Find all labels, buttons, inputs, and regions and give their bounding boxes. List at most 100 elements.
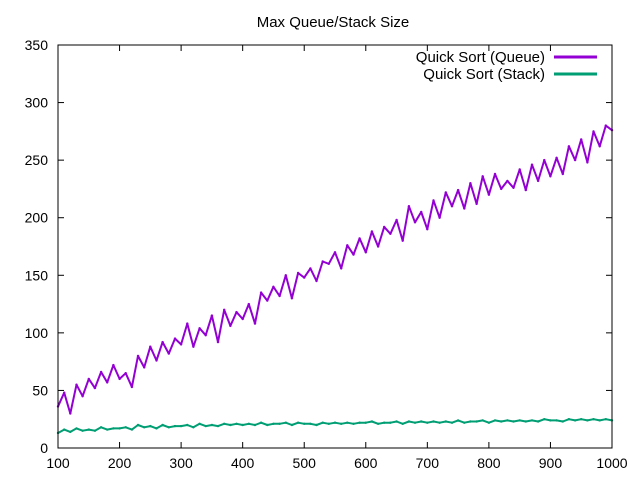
data-point [567, 418, 571, 421]
data-point [598, 419, 601, 422]
y-tick-label: 300 [25, 95, 49, 111]
data-point [179, 343, 183, 346]
data-point [500, 187, 503, 191]
data-point [204, 334, 207, 337]
data-point [87, 428, 91, 431]
data-point [192, 345, 195, 348]
data-point [549, 175, 552, 178]
data-point [364, 251, 367, 254]
data-point [444, 191, 447, 194]
data-point [346, 244, 349, 247]
data-point [395, 420, 398, 423]
data-point [93, 386, 97, 390]
data-point [598, 145, 601, 148]
data-point [555, 419, 558, 422]
data-point [278, 422, 281, 425]
data-point [426, 421, 429, 424]
data-point [112, 363, 115, 367]
data-point [383, 225, 386, 229]
data-point [296, 421, 300, 424]
data-point [456, 419, 460, 422]
series-line-queue [57, 124, 613, 415]
data-point [481, 419, 484, 422]
data-point [130, 385, 134, 389]
data-point [229, 423, 232, 427]
data-point [376, 422, 380, 425]
data-point [167, 426, 170, 429]
data-point [266, 299, 269, 302]
data-point [543, 158, 546, 162]
data-point [407, 420, 411, 423]
data-point [216, 424, 220, 428]
x-tick-label: 900 [539, 455, 563, 471]
data-point [149, 424, 152, 428]
data-point [364, 421, 367, 424]
data-point [536, 179, 540, 183]
data-point [524, 420, 527, 423]
data-point [395, 218, 398, 222]
data-point [432, 199, 435, 202]
legend-label: Quick Sort (Queue) [416, 49, 545, 66]
data-point [198, 327, 201, 330]
data-point [81, 429, 84, 432]
data-point [223, 308, 226, 311]
data-point [241, 423, 244, 427]
data-point [75, 427, 78, 430]
data-point [555, 156, 558, 159]
data-point [192, 426, 195, 429]
data-point [315, 279, 318, 283]
data-point [456, 188, 460, 192]
data-point [259, 421, 263, 424]
data-point [284, 274, 287, 277]
data-point [118, 427, 121, 430]
data-point [530, 419, 534, 422]
data-point [321, 260, 324, 263]
data-point [204, 424, 207, 428]
data-point [512, 186, 515, 189]
data-point [432, 420, 435, 423]
x-tick-label: 700 [416, 455, 440, 471]
data-point [327, 422, 330, 425]
y-tick-label: 50 [32, 382, 48, 398]
data-point [346, 421, 349, 424]
data-point [106, 381, 109, 384]
data-point [358, 421, 361, 424]
data-point [530, 163, 534, 166]
data-point [161, 340, 164, 344]
data-point [198, 422, 201, 425]
data-point [229, 324, 232, 328]
x-tick-label: 800 [477, 455, 501, 471]
x-tick-label: 200 [108, 455, 132, 471]
data-point [592, 130, 595, 133]
x-tick-label: 500 [293, 455, 317, 471]
y-tick-label: 200 [25, 210, 49, 226]
plot-frame [57, 44, 613, 449]
data-point [358, 237, 361, 240]
data-point [173, 337, 177, 340]
data-point [303, 422, 306, 425]
data-point [69, 430, 72, 434]
data-point [487, 421, 491, 424]
y-tick-label: 100 [25, 325, 49, 341]
data-point [506, 419, 509, 422]
data-point [413, 221, 417, 224]
data-point [426, 228, 429, 231]
data-point [401, 422, 404, 425]
data-point [278, 294, 281, 298]
data-point [469, 182, 472, 185]
legend: Quick Sort (Queue)Quick Sort (Stack) [416, 49, 597, 83]
data-point [370, 230, 374, 233]
data-point [309, 267, 312, 270]
data-point [62, 391, 66, 394]
x-tick-label: 600 [354, 455, 378, 471]
data-point [179, 424, 183, 428]
data-point [549, 419, 552, 422]
data-point [352, 422, 355, 425]
data-point [118, 377, 121, 381]
x-tick-label: 1000 [596, 455, 627, 471]
data-point [124, 426, 127, 429]
data-point [186, 322, 189, 325]
chart-title: Max Queue/Stack Size [257, 14, 410, 31]
data-point [143, 366, 146, 369]
data-point [420, 420, 423, 423]
